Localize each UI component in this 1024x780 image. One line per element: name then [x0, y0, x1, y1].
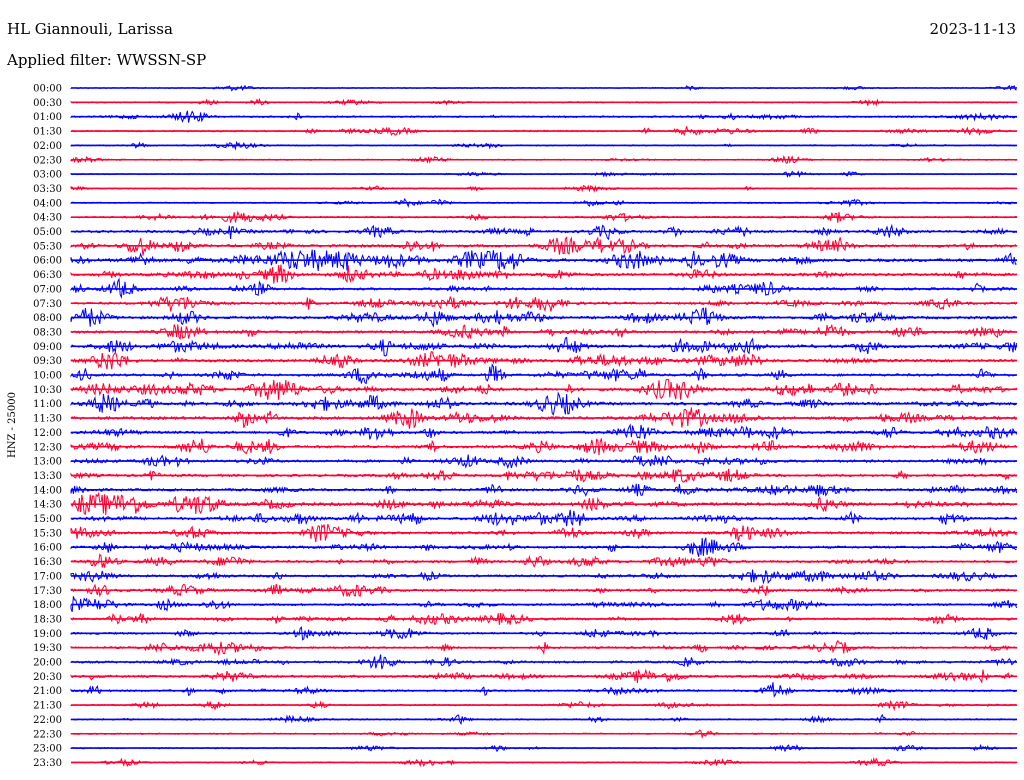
time-label-0900: 09:00: [33, 342, 62, 353]
time-label-2300: 23:00: [33, 744, 62, 755]
trace-2100: [70, 682, 1017, 698]
station-title: HL Giannouli, Larissa: [7, 20, 173, 38]
time-label-group: 00:00 00:30 01:00 01:30 02:00 02:30 03:00 03:30…: [33, 84, 62, 769]
time-label-1830: 18:30: [33, 614, 62, 625]
time-label-1530: 15:30: [33, 528, 62, 539]
time-label-2100: 21:00: [33, 686, 62, 697]
time-label-0930: 09:30: [33, 356, 62, 367]
time-label-0600: 06:00: [33, 256, 62, 267]
trace-1230: [70, 438, 1018, 456]
time-label-2230: 22:30: [33, 729, 62, 740]
time-label-1030: 10:30: [33, 385, 62, 396]
time-label-1730: 17:30: [33, 586, 62, 597]
trace-0730: [70, 295, 1018, 313]
time-label-0100: 01:00: [33, 112, 62, 123]
time-label-2130: 21:30: [33, 701, 62, 712]
time-label-1930: 19:30: [33, 643, 62, 654]
time-label-0730: 07:30: [33, 299, 62, 310]
time-label-1130: 11:30: [33, 414, 62, 425]
time-label-0130: 01:30: [33, 127, 62, 138]
y-axis-label: HNZ - 25000: [7, 392, 18, 458]
time-label-0530: 05:30: [33, 241, 62, 252]
trace-0530: [70, 236, 1017, 256]
time-label-0500: 05:00: [33, 227, 62, 238]
time-label-0300: 03:00: [33, 170, 62, 181]
time-label-0330: 03:30: [33, 184, 62, 195]
time-label-1400: 14:00: [33, 485, 62, 496]
time-label-1200: 12:00: [33, 428, 62, 439]
time-label-2330: 23:30: [33, 758, 62, 769]
time-label-0030: 00:30: [33, 98, 62, 109]
time-label-0200: 02:00: [33, 141, 62, 152]
time-label-0230: 02:30: [33, 155, 62, 166]
time-label-0630: 06:30: [33, 270, 62, 281]
time-label-1500: 15:00: [33, 514, 62, 525]
time-label-0430: 04:30: [33, 213, 62, 224]
trace-1000: [70, 363, 1017, 385]
time-label-1600: 16:00: [33, 543, 62, 554]
time-label-1700: 17:00: [33, 571, 62, 582]
trace-group: [70, 84, 1018, 768]
time-label-1300: 13:00: [33, 457, 62, 468]
time-label-0400: 04:00: [33, 198, 62, 209]
time-label-2200: 22:00: [33, 715, 62, 726]
time-label-1330: 13:30: [33, 471, 62, 482]
time-label-1000: 10:00: [33, 371, 62, 382]
filter-subtitle: Applied filter: WWSSN-SP: [7, 51, 207, 69]
date-label: 2023-11-13: [929, 20, 1016, 38]
time-label-2000: 20:00: [33, 658, 62, 669]
time-label-1900: 19:00: [33, 629, 62, 640]
time-label-0700: 07:00: [33, 284, 62, 295]
time-label-2030: 20:30: [33, 672, 62, 683]
time-label-0800: 08:00: [33, 313, 62, 324]
time-label-0830: 08:30: [33, 327, 62, 338]
time-label-0000: 00:00: [33, 84, 62, 95]
time-label-1800: 18:00: [33, 600, 62, 611]
time-label-1100: 11:00: [33, 399, 62, 410]
time-label-1430: 14:30: [33, 500, 62, 511]
time-label-1630: 16:30: [33, 557, 62, 568]
time-label-1230: 12:30: [33, 442, 62, 453]
